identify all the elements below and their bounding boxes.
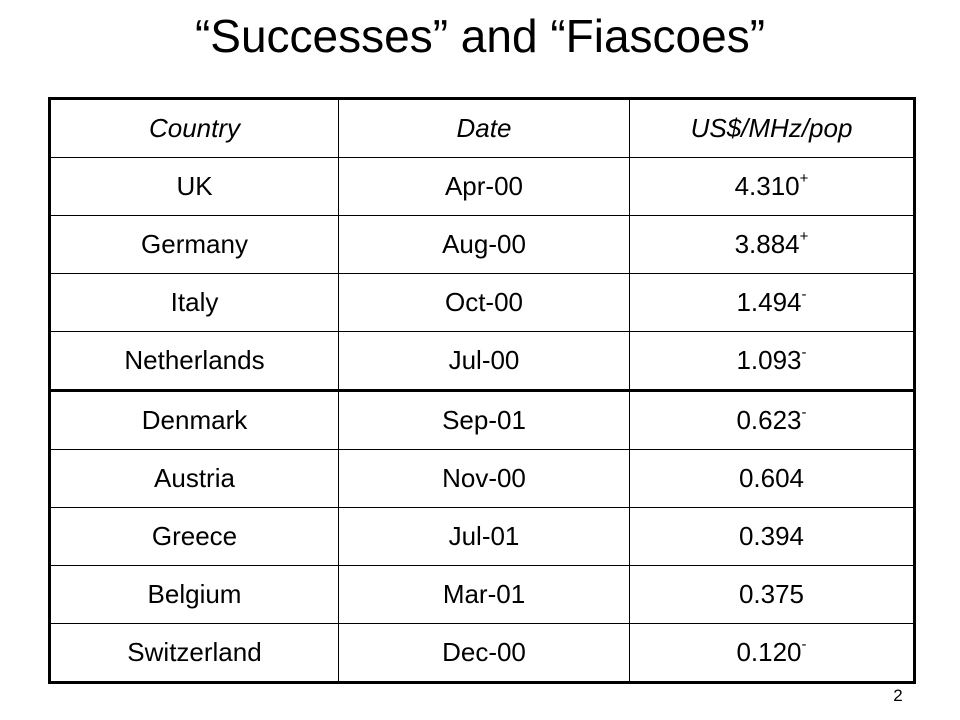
header-row: Country Date US$/MHz/pop (49, 98, 915, 158)
table-cell: Italy (49, 273, 339, 332)
cell-text: Oct-00 (444, 287, 524, 317)
table-body: Country Date US$/MHz/pop UK Apr-00 4.310+ Germ… (49, 98, 915, 683)
auction-table: Country Date US$/MHz/pop UK Apr-00 4.310+ Germ… (48, 97, 916, 684)
table-cell: Switzerland (49, 623, 339, 683)
cell-text: Jul-01 (448, 521, 520, 551)
table-cell: Sep-01 (338, 390, 630, 450)
table-cell: Oct-00 (338, 273, 630, 332)
cell-text: Apr-00 (444, 171, 524, 201)
cell-superscript: - (801, 404, 807, 421)
cell-text: Nov-00 (442, 463, 526, 493)
table-cell: Germany (49, 215, 339, 274)
table-row: Denmark Sep-01 0.623- (49, 390, 915, 450)
table-row: Austria Nov-00 0.604 (49, 449, 915, 508)
cell-text: 3.884 (734, 229, 800, 259)
cell-text: 0.623 (736, 405, 802, 435)
table-cell: 4.310+ (629, 157, 915, 216)
cell-text: 1.093 (736, 345, 802, 375)
table-row: Netherlands Jul-00 1.093- (49, 331, 915, 392)
table-cell: 3.884+ (629, 215, 915, 274)
table-cell: 0.623- (629, 390, 915, 450)
header-cell: US$/MHz/pop (629, 98, 915, 158)
table-cell: Mar-01 (338, 565, 630, 624)
table-cell: Netherlands (49, 331, 339, 392)
table-cell: 1.093- (629, 331, 915, 392)
cell-superscript: - (801, 344, 807, 361)
table-cell: Austria (49, 449, 339, 508)
header-cell: Date (338, 98, 630, 158)
table-row: Italy Oct-00 1.494- (49, 273, 915, 332)
table-row: Germany Aug-00 3.884+ (49, 215, 915, 274)
cell-text: Mar-01 (442, 579, 526, 609)
cell-text: UK (176, 171, 213, 201)
table-cell: Nov-00 (338, 449, 630, 508)
cell-text: Netherlands (124, 345, 265, 375)
table-cell: 0.394 (629, 507, 915, 566)
table-row: UK Apr-00 4.310+ (49, 157, 915, 216)
cell-superscript: + (799, 228, 809, 245)
cell-text: Switzerland (127, 637, 262, 667)
cell-superscript: - (801, 286, 807, 303)
cell-text: 0.120 (736, 637, 802, 667)
table-cell: 1.494- (629, 273, 915, 332)
cell-superscript: - (801, 636, 807, 653)
cell-text: Belgium (147, 579, 242, 609)
cell-text: Greece (151, 521, 238, 551)
table-cell: Jul-01 (338, 507, 630, 566)
cell-text: Denmark (141, 405, 248, 435)
table-cell: 0.375 (629, 565, 915, 624)
slide-title: “Successes” and “Fiascoes” (194, 10, 766, 62)
cell-text: Austria (154, 463, 235, 493)
table-cell: Aug-00 (338, 215, 630, 274)
table-cell: Jul-00 (338, 331, 630, 392)
table-cell: Denmark (49, 390, 339, 450)
cell-superscript: + (799, 170, 809, 187)
cell-text: Aug-00 (442, 229, 526, 259)
table-cell: 0.120- (629, 623, 915, 683)
header-cell: Country (49, 98, 339, 158)
cell-text: 1.494 (736, 287, 802, 317)
table-cell: 0.604 (629, 449, 915, 508)
cell-text: 0.604 (738, 463, 805, 493)
cell-text: Jul-00 (448, 345, 520, 375)
table-row: Belgium Mar-01 0.375 (49, 565, 915, 624)
cell-text: 4.310 (734, 171, 800, 201)
cell-text: 0.375 (738, 579, 805, 609)
cell-text: Germany (141, 229, 248, 259)
table-cell: Greece (49, 507, 339, 566)
table-cell: UK (49, 157, 339, 216)
table-cell: Dec-00 (338, 623, 630, 683)
cell-text: 0.394 (738, 521, 805, 551)
page-number: 2 (893, 686, 903, 705)
cell-text: Italy (170, 287, 219, 317)
cell-text: Dec-00 (442, 637, 526, 667)
table-row: Switzerland Dec-00 0.120- (49, 623, 915, 683)
table-row: Greece Jul-01 0.394 (49, 507, 915, 566)
table-cell: Apr-00 (338, 157, 630, 216)
cell-text: Sep-01 (442, 405, 526, 435)
table-cell: Belgium (49, 565, 339, 624)
